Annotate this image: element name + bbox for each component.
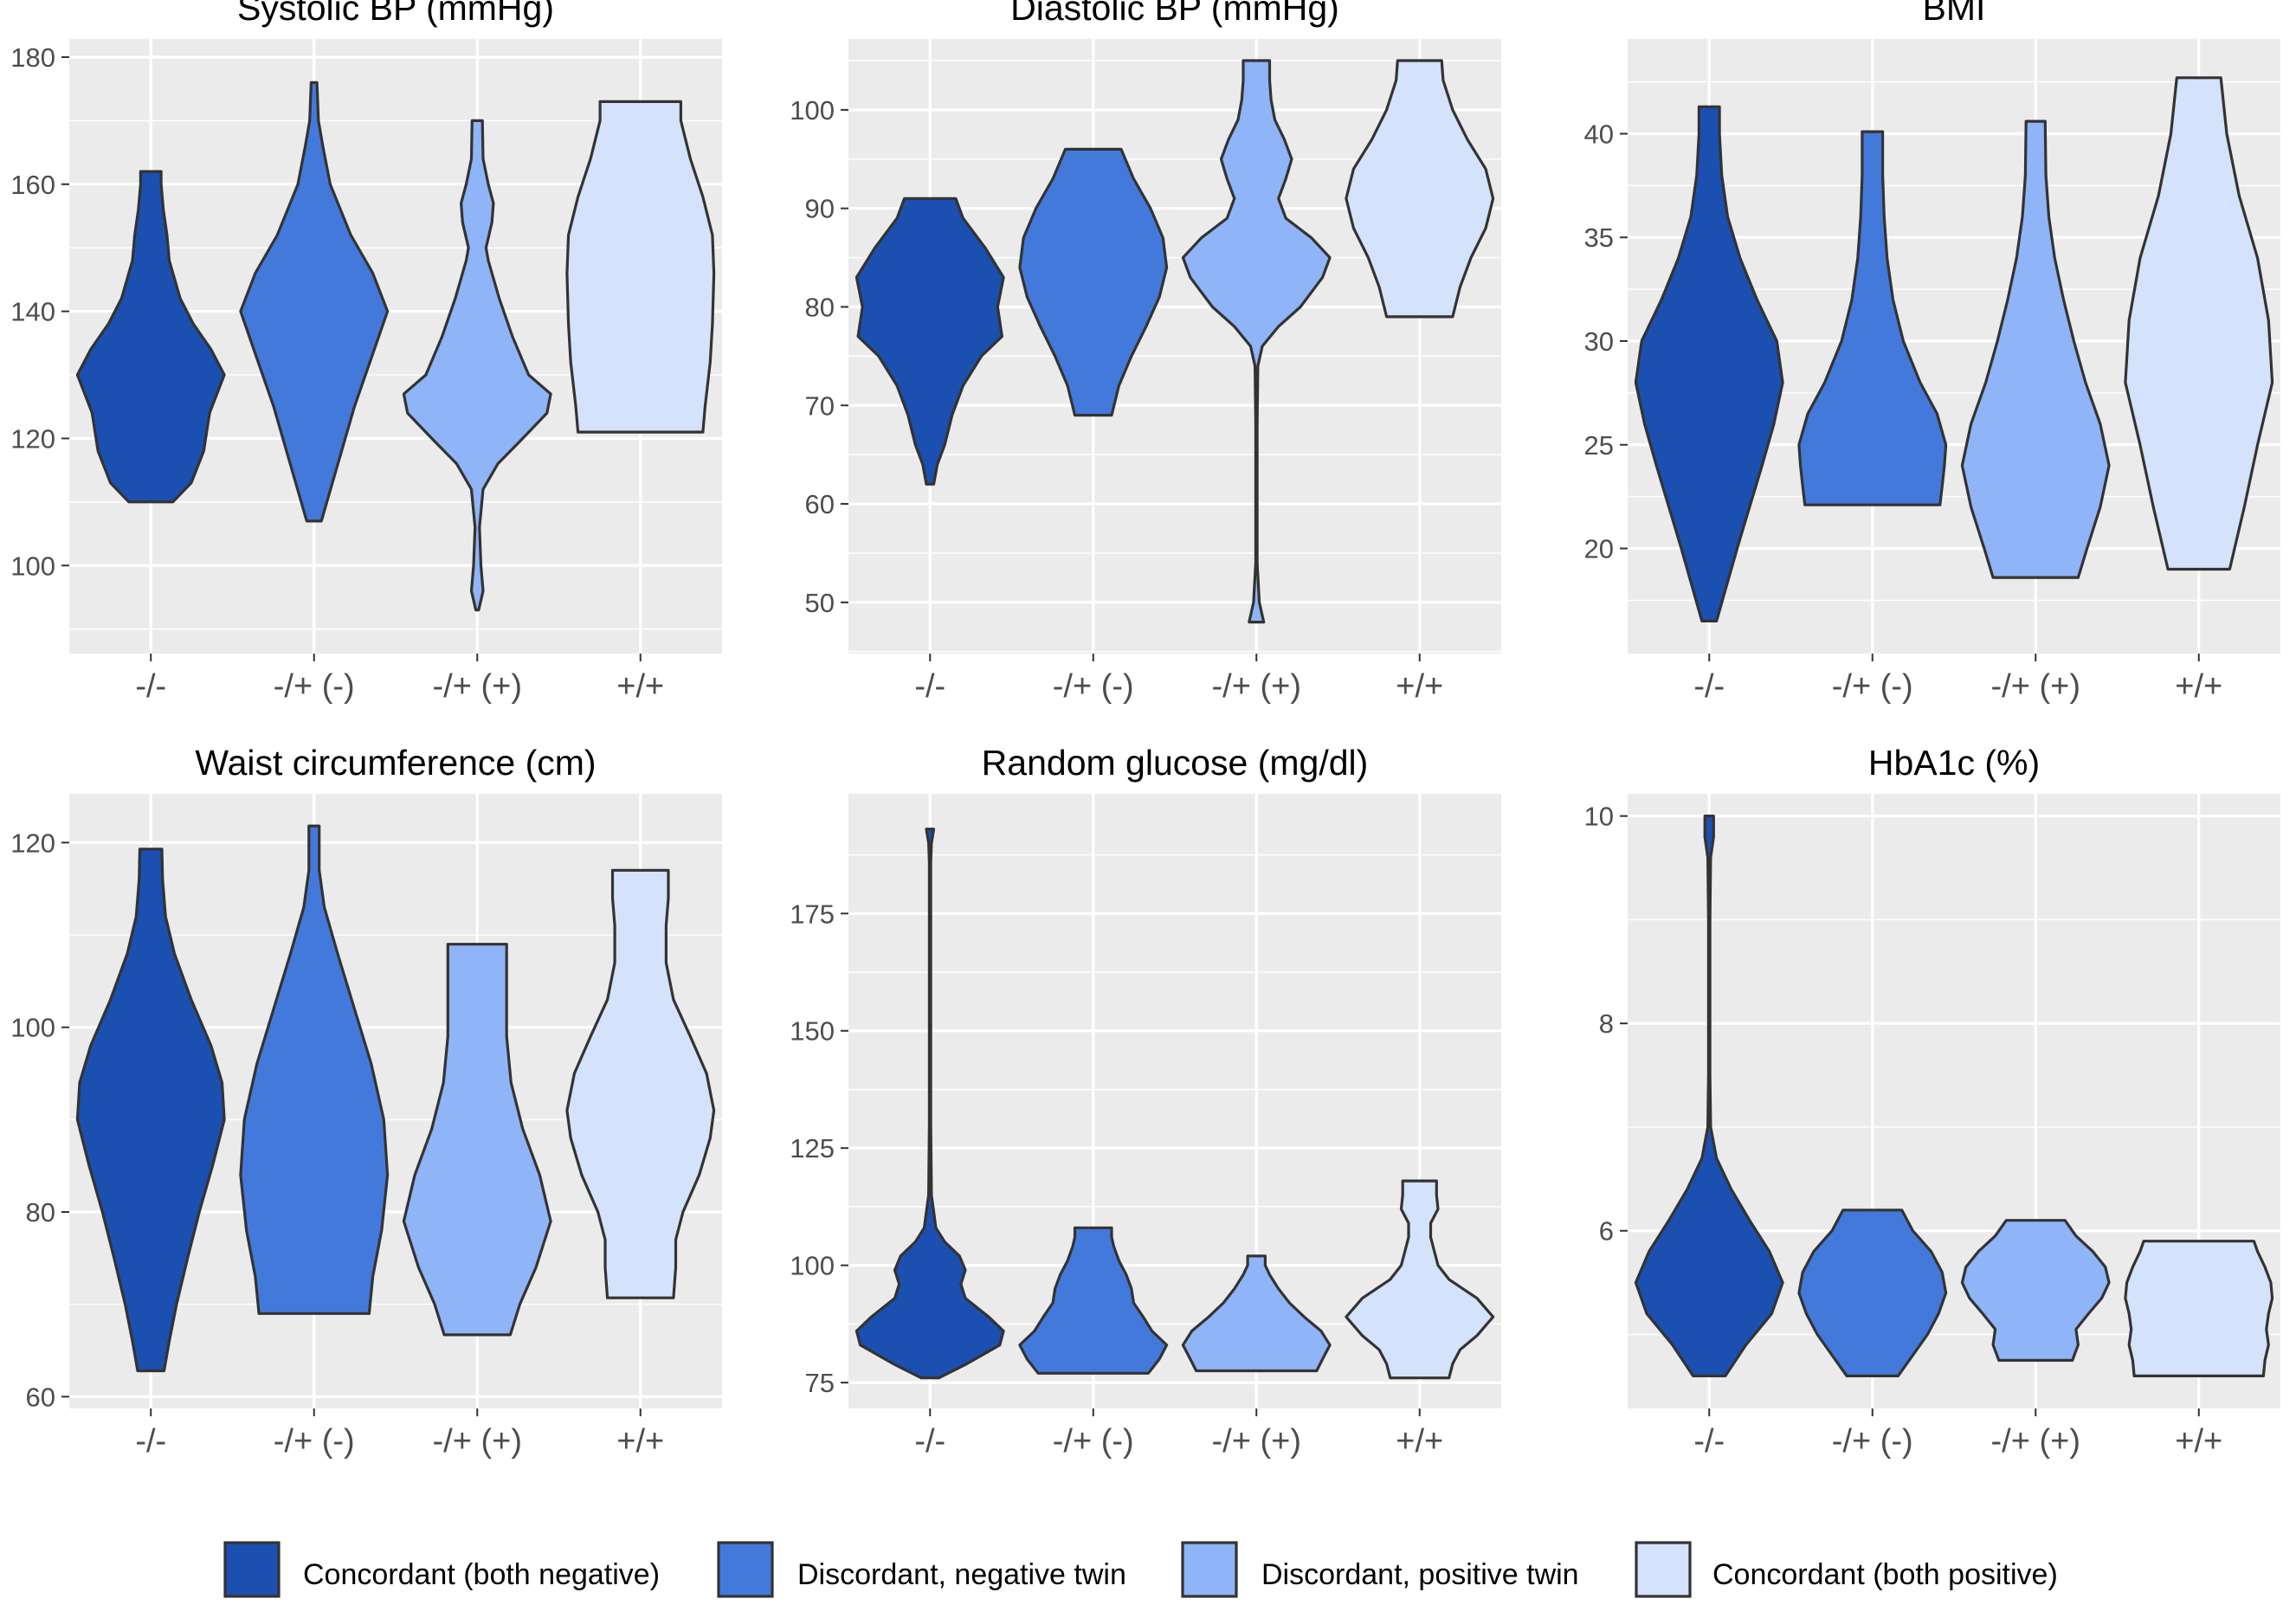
violin-random-glucose-mg-dl- (1345, 1179, 1495, 1380)
y-tick-label: 120 (10, 423, 55, 454)
y-tick-label: 80 (805, 292, 835, 322)
legend-label-discordant-positive: Discordant, positive twin (1261, 1558, 1579, 1591)
x-category-label: +/+ (616, 1423, 664, 1460)
panel-random-glucose-mg-dl: 75 100 125 150 175 -/- -/+ (-) -/+ (+) +/+ Random… (790, 743, 1501, 1460)
panel-diastolic-bp-mmhg: 50 60 70 80 90 100 -/- -/+ (-) -/+ (+) +/+ Diastol… (790, 0, 1501, 705)
legend-key-concordant-negative (223, 1541, 281, 1598)
y-tick-label: 75 (805, 1368, 835, 1398)
violin-waist-circumference-cm- (565, 868, 716, 1299)
x-category-label: +/+ (2175, 668, 2222, 705)
x-category-label: -/+ (+) (1212, 1423, 1301, 1460)
legend-label-concordant-negative: Concordant (both negative) (303, 1558, 660, 1591)
x-category-label: -/+ (-) (1832, 1423, 1913, 1460)
y-tick-label: 30 (1584, 326, 1614, 357)
violin-random-glucose-mg-dl- (1018, 1226, 1169, 1375)
y-tick-label: 140 (10, 297, 55, 327)
panel-title: Diastolic BP (mmHg) (1010, 0, 1339, 28)
y-tick-label: 90 (805, 194, 835, 224)
x-category-label: -/- (135, 668, 166, 705)
y-tick-label: 70 (805, 390, 835, 421)
y-tick-label: 120 (10, 828, 55, 858)
violin-random-glucose-mg-dl- (855, 828, 1005, 1380)
y-tick-label: 6 (1599, 1216, 1614, 1247)
panel-systolic-bp-mmhg: 100 120 140 160 180 -/- -/+ (-) -/+ (+) +/+ Systo… (10, 0, 722, 705)
violin-hba1c- (2124, 1240, 2274, 1377)
panel-title: Systolic BP (mmHg) (237, 0, 554, 28)
x-category-label: -/+ (-) (274, 1423, 355, 1460)
x-category-label: +/+ (1396, 1423, 1443, 1460)
x-category-label: -/+ (-) (274, 668, 355, 705)
y-tick-label: 8 (1599, 1009, 1614, 1039)
violin-systolic-bp-mmhg- (239, 81, 390, 523)
y-tick-label: 100 (790, 1251, 835, 1281)
y-tick-label: 50 (805, 588, 835, 618)
legend-key-discordant-positive (1181, 1541, 1238, 1598)
y-tick-label: 25 (1584, 430, 1614, 461)
x-category-label: -/+ (-) (1053, 1423, 1134, 1460)
violin-systolic-bp-mmhg- (565, 100, 716, 434)
violin-waist-circumference-cm- (402, 943, 552, 1337)
legend: Concordant (both negative) Discordant, n… (223, 1541, 2058, 1598)
y-tick-label: 35 (1584, 222, 1614, 253)
y-tick-label: 180 (10, 42, 55, 73)
y-tick-label: 60 (805, 489, 835, 519)
x-category-label: -/- (1693, 668, 1725, 705)
legend-label-discordant-negative: Discordant, negative twin (797, 1558, 1126, 1591)
y-tick-label: 40 (1584, 119, 1614, 149)
panel-title: Waist circumference (cm) (195, 743, 596, 783)
y-tick-label: 80 (26, 1197, 55, 1228)
violin-diastolic-bp-mmhg- (1181, 59, 1332, 624)
violin-systolic-bp-mmhg- (402, 119, 552, 612)
violin-diastolic-bp-mmhg- (1345, 59, 1495, 319)
violin-diastolic-bp-mmhg- (1018, 147, 1169, 417)
violin-bmi- (1797, 130, 1948, 506)
x-category-label: +/+ (2175, 1423, 2222, 1460)
panels-layer: 100 120 140 160 180 -/- -/+ (-) -/+ (+) +/+ Systo… (10, 0, 2280, 1460)
violin-systolic-bp-mmhg- (75, 170, 226, 504)
y-tick-label: 175 (790, 899, 835, 929)
x-category-label: -/- (135, 1423, 166, 1460)
violin-bmi- (1960, 119, 2111, 579)
y-tick-label: 100 (10, 1013, 55, 1043)
y-tick-label: 10 (1584, 802, 1614, 832)
x-category-label: -/- (914, 668, 945, 705)
x-category-label: -/+ (+) (1991, 668, 2080, 705)
y-tick-label: 150 (790, 1016, 835, 1047)
violin-bmi- (1634, 105, 1784, 622)
panel-waist-circumference-cm: 60 80 100 120 -/- -/+ (-) -/+ (+) +/+ Waist circ… (10, 743, 722, 1460)
x-category-label: -/+ (-) (1832, 668, 1913, 705)
y-tick-label: 125 (790, 1133, 835, 1163)
violin-bmi- (2124, 76, 2274, 571)
panel-title: HbA1c (%) (1868, 743, 2040, 783)
x-category-label: -/+ (+) (433, 668, 522, 705)
x-category-label: -/+ (+) (1991, 1423, 2080, 1460)
x-category-label: -/- (914, 1423, 945, 1460)
panel-title: BMI (1923, 0, 1986, 28)
y-tick-label: 20 (1584, 534, 1614, 564)
panel-title: Random glucose (mg/dl) (982, 743, 1369, 783)
x-category-label: -/+ (-) (1053, 668, 1134, 705)
violin-waist-circumference-cm- (239, 824, 390, 1315)
panel-bmi: 20 25 30 35 40 -/- -/+ (-) -/+ (+) +/+ BMI (1584, 0, 2280, 705)
violin-diastolic-bp-mmhg- (855, 197, 1005, 486)
y-tick-label: 160 (10, 170, 55, 200)
violin-hba1c- (1960, 1219, 2111, 1362)
x-category-label: +/+ (1396, 668, 1443, 705)
x-category-label: -/+ (+) (1212, 668, 1301, 705)
legend-key-discordant-negative (717, 1541, 774, 1598)
x-category-label: -/+ (+) (433, 1423, 522, 1460)
violin-hba1c- (1634, 815, 1784, 1377)
legend-key-concordant-positive (1635, 1541, 1692, 1598)
legend-label-concordant-positive: Concordant (both positive) (1712, 1558, 2058, 1591)
violin-waist-circumference-cm- (75, 848, 226, 1373)
y-tick-label: 60 (26, 1382, 55, 1412)
x-category-label: +/+ (616, 668, 664, 705)
violin-hba1c- (1797, 1209, 1948, 1377)
violin-random-glucose-mg-dl- (1181, 1254, 1332, 1373)
y-tick-label: 100 (790, 95, 835, 126)
x-category-label: -/- (1693, 1423, 1725, 1460)
y-tick-label: 100 (10, 551, 55, 581)
panel-hba1c: 6 8 10 -/- -/+ (-) -/+ (+) +/+ HbA1c (%) (1584, 743, 2280, 1460)
